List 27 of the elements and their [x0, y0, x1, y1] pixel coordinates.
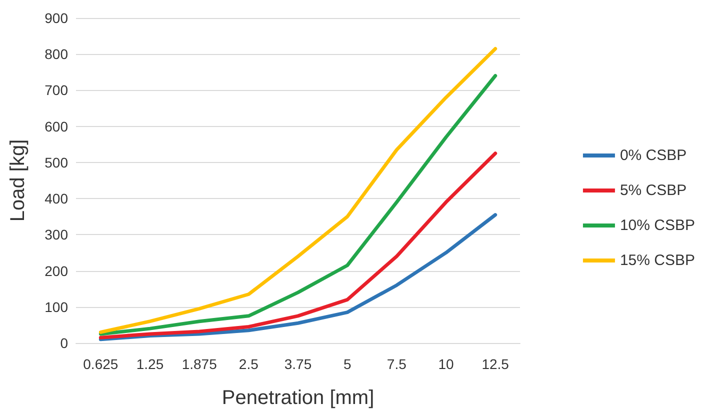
legend-label: 5% CSBP: [620, 182, 687, 199]
x-tick-label: 12.5: [482, 356, 510, 372]
y-axis-title: Load [kg]: [7, 139, 29, 222]
x-tick-label: 1.875: [182, 356, 218, 372]
y-tick-label: 400: [44, 190, 68, 207]
y-tick-label: 300: [44, 226, 68, 243]
line-series: [98, 152, 498, 340]
y-tick-label: 700: [44, 82, 68, 98]
y-tick-label: 0: [60, 335, 68, 351]
y-tick-label: 800: [44, 46, 68, 62]
x-tick-label: 1.25: [136, 356, 164, 372]
legend-label: 10% CSBP: [620, 217, 696, 234]
x-axis-title: Penetration [mm]: [222, 387, 374, 409]
x-tick-label: 10: [438, 356, 454, 372]
y-tick-label: 500: [44, 154, 68, 170]
x-tick-label: 2.5: [238, 356, 259, 372]
x-tick-label: 3.75: [284, 356, 312, 372]
line-series: [98, 213, 498, 342]
legend-label: 15% CSBP: [620, 252, 696, 269]
x-tick-label: 0.625: [83, 356, 118, 372]
y-tick-label: 600: [44, 118, 68, 134]
y-tick-label: 100: [44, 298, 68, 315]
legend-label: 0% CSBP: [620, 147, 687, 164]
x-tick-label: 7.5: [386, 356, 407, 372]
y-tick-label: 900: [44, 10, 68, 26]
y-tick-label: 200: [44, 262, 68, 279]
x-tick-label: 5: [343, 356, 352, 372]
